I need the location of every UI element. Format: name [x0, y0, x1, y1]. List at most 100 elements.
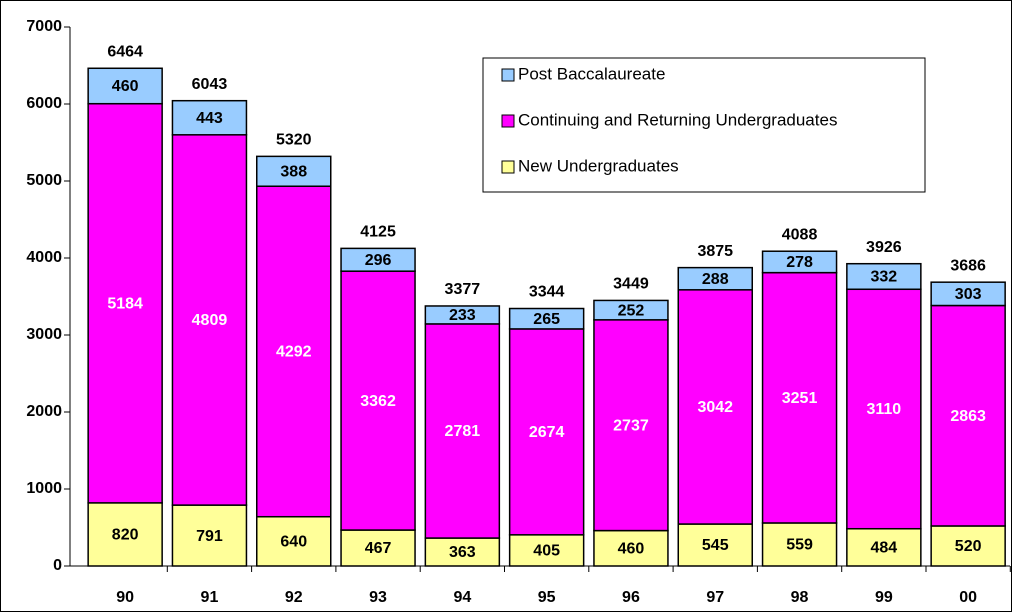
- bar-segment: [593, 319, 669, 532]
- y-tick-label: 4000: [26, 249, 62, 266]
- value-label: 545: [702, 537, 729, 554]
- x-tick-label: 95: [538, 589, 556, 606]
- bar-segment: [593, 299, 669, 321]
- total-label: 6043: [192, 76, 228, 93]
- bar-segment: [424, 323, 501, 539]
- bar-segment: [761, 271, 838, 524]
- value-label: 3251: [782, 390, 818, 407]
- bar-segment: [340, 247, 416, 272]
- value-label: 5184: [107, 295, 143, 312]
- total-label: 6464: [107, 43, 143, 60]
- bar-segment: [930, 525, 1006, 567]
- bar-segment: [593, 529, 669, 567]
- value-label: 3110: [866, 401, 901, 418]
- value-label: 2737: [613, 417, 649, 434]
- x-tick-label: 92: [285, 589, 303, 606]
- bar-segment: [846, 262, 922, 291]
- value-label: 303: [955, 286, 982, 303]
- bar-segment: [761, 522, 838, 567]
- bar-segment: [87, 102, 163, 504]
- legend-swatch: [501, 160, 515, 174]
- total-label: 3926: [866, 239, 902, 256]
- bar-segment: [846, 288, 922, 530]
- value-label: 278: [786, 254, 813, 271]
- bar-segment: [171, 99, 248, 136]
- bar-segment: [508, 534, 585, 567]
- value-label: 252: [618, 302, 645, 319]
- legend-label: New Undergraduates: [518, 156, 679, 175]
- value-label: 791: [196, 528, 223, 545]
- value-label: 363: [449, 544, 476, 561]
- value-label: 2863: [950, 408, 986, 425]
- y-tick-label: 2000: [26, 403, 62, 420]
- bar-segment: [256, 515, 332, 567]
- x-tick-label: 90: [116, 589, 134, 606]
- value-label: 4292: [276, 344, 312, 361]
- value-label: 296: [365, 252, 392, 269]
- value-label: 640: [280, 534, 307, 551]
- bar-segment: [256, 185, 332, 518]
- bar-segment: [677, 266, 753, 291]
- bar-segment: [930, 304, 1006, 527]
- bar-segment: [846, 527, 922, 567]
- value-label: 405: [533, 543, 560, 560]
- bar-segment: [87, 502, 163, 567]
- y-tick-label: 1000: [26, 480, 62, 497]
- bar-segment: [340, 270, 416, 531]
- value-label: 484: [870, 540, 897, 557]
- total-label: 3686: [950, 257, 986, 274]
- value-label: 460: [112, 78, 139, 95]
- bar-segment: [930, 281, 1006, 307]
- total-label: 4088: [782, 226, 818, 243]
- total-label: 3344: [529, 284, 565, 301]
- total-label: 3449: [613, 276, 649, 293]
- value-label: 288: [702, 271, 729, 288]
- bar-segment: [171, 134, 248, 506]
- value-label: 388: [280, 164, 307, 181]
- value-label: 2674: [529, 424, 565, 441]
- value-label: 3042: [697, 399, 733, 416]
- bar-segment: [87, 67, 163, 105]
- x-tick-label: 98: [791, 589, 809, 606]
- x-tick-label: 00: [959, 589, 977, 606]
- legend-label: Post Baccalaureate: [518, 64, 665, 83]
- value-label: 3362: [360, 393, 396, 410]
- total-label: 4125: [360, 224, 396, 241]
- x-tick-label: 91: [201, 589, 219, 606]
- value-label: 2781: [445, 423, 481, 440]
- value-label: 265: [533, 311, 560, 328]
- total-label: 5320: [276, 132, 312, 149]
- bar-segment: [424, 305, 501, 325]
- x-tick-label: 93: [369, 589, 387, 606]
- bar-segment: [677, 289, 753, 525]
- y-tick-label: 6000: [26, 95, 62, 112]
- x-tick-label: 97: [706, 589, 724, 606]
- value-label: 460: [618, 541, 645, 558]
- y-tick-label: 7000: [26, 18, 62, 35]
- total-label: 3377: [445, 281, 481, 298]
- legend-swatch: [501, 68, 515, 82]
- y-tick-label: 3000: [26, 326, 62, 343]
- bar-segment: [424, 537, 501, 567]
- value-label: 467: [365, 540, 392, 557]
- value-label: 820: [112, 527, 139, 544]
- bar-segment: [508, 307, 585, 330]
- value-label: 233: [449, 307, 476, 324]
- y-tick-label: 0: [53, 557, 62, 574]
- legend-swatch: [501, 114, 515, 128]
- legend-box: [482, 57, 926, 193]
- bar-segment: [171, 504, 248, 567]
- x-tick-label: 94: [453, 589, 471, 606]
- bar-segment: [256, 155, 332, 187]
- value-label: 332: [870, 269, 897, 286]
- value-label: 520: [955, 538, 982, 555]
- y-tick-label: 5000: [26, 172, 62, 189]
- total-label: 3875: [697, 243, 733, 260]
- value-label: 4809: [192, 312, 228, 329]
- value-label: 559: [786, 537, 813, 554]
- bar-segment: [508, 328, 585, 536]
- x-tick-label: 99: [875, 589, 893, 606]
- value-label: 443: [196, 110, 223, 127]
- bar-segment: [761, 250, 838, 274]
